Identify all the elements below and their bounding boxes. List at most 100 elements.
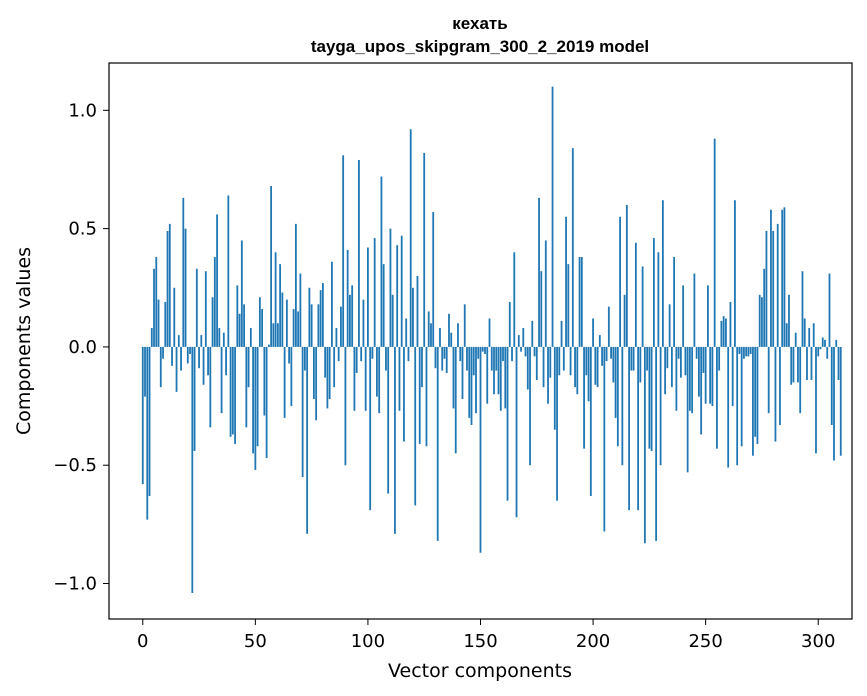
bar: [835, 339, 838, 347]
bar: [283, 346, 286, 418]
bar: [639, 346, 642, 383]
bar: [623, 294, 626, 347]
bar: [292, 309, 295, 347]
bar: [333, 346, 336, 388]
bar: [461, 346, 464, 399]
bar: [396, 245, 399, 347]
bar: [279, 264, 282, 347]
bar: [166, 230, 169, 347]
bar: [752, 346, 754, 456]
bar: [272, 323, 275, 347]
bar: [389, 228, 392, 347]
bar: [576, 346, 579, 395]
y-tick-label: −0.5: [53, 455, 97, 476]
bar: [679, 346, 682, 378]
bar: [675, 346, 678, 411]
bar: [227, 195, 230, 347]
bar: [616, 346, 619, 447]
bar: [238, 313, 241, 347]
bar: [148, 346, 151, 496]
bar: [245, 346, 248, 428]
bar: [301, 346, 304, 478]
bar: [772, 230, 775, 347]
bar: [378, 346, 381, 414]
bar: [432, 212, 435, 347]
bar: [234, 346, 236, 444]
bar: [614, 346, 617, 418]
bar: [738, 346, 741, 355]
bar: [770, 209, 772, 347]
bar: [146, 346, 149, 520]
bar: [661, 200, 664, 347]
y-tick-label: 0.0: [68, 337, 97, 358]
bar: [236, 285, 239, 347]
bar: [155, 257, 158, 347]
bar: [209, 346, 212, 428]
bar: [439, 327, 441, 347]
bar: [249, 327, 252, 347]
bar: [218, 327, 221, 347]
bar: [423, 152, 426, 347]
bar: [493, 346, 495, 395]
bar: [526, 346, 529, 390]
bar: [184, 228, 187, 347]
bar: [758, 294, 761, 347]
bar: [430, 323, 432, 347]
bar: [734, 200, 736, 347]
bar: [767, 346, 770, 414]
bar: [373, 238, 376, 347]
bar: [222, 332, 225, 347]
bar: [276, 323, 279, 347]
bar: [177, 335, 180, 347]
bar: [779, 346, 781, 425]
bar: [220, 346, 223, 414]
bar: [479, 346, 482, 553]
bar: [290, 346, 293, 407]
bar: [693, 273, 696, 347]
bar: [567, 264, 570, 347]
bar: [308, 287, 311, 347]
bar: [580, 257, 583, 347]
bar: [258, 297, 261, 347]
bar: [702, 346, 705, 373]
bar: [652, 238, 655, 347]
bar: [261, 309, 263, 347]
bar-series: [141, 86, 842, 593]
bar: [303, 346, 306, 371]
bar: [574, 346, 576, 388]
bar: [481, 346, 484, 352]
bar: [153, 268, 155, 347]
bar: [240, 240, 243, 347]
bar: [506, 346, 509, 501]
bar: [828, 273, 831, 347]
bar: [607, 306, 610, 347]
bar: [698, 346, 700, 397]
bar: [312, 346, 315, 399]
plot-frame: [108, 62, 853, 620]
bar: [538, 197, 540, 347]
bar: [655, 346, 658, 541]
bar: [716, 346, 718, 449]
bar: [466, 346, 468, 371]
bar: [747, 346, 750, 357]
bar: [765, 230, 768, 347]
bar: [416, 275, 419, 347]
chart-subtitle: tayga_upos_skipgram_300_2_2019 model: [311, 37, 649, 56]
bar: [774, 346, 777, 442]
bar: [484, 346, 486, 355]
x-tick-label: 150: [463, 631, 497, 652]
bar: [497, 346, 500, 395]
bar: [801, 271, 804, 347]
bar: [317, 304, 320, 347]
bar: [414, 346, 417, 506]
bar: [508, 301, 511, 347]
bar: [711, 346, 714, 407]
bar: [790, 346, 793, 385]
bar: [376, 346, 378, 397]
x-axis-ticks: 0 50 100 150 200 250 300: [137, 619, 835, 652]
bar: [592, 318, 594, 347]
bar: [162, 346, 164, 359]
bar: [344, 346, 347, 466]
bar: [247, 346, 250, 388]
bar: [643, 346, 646, 544]
